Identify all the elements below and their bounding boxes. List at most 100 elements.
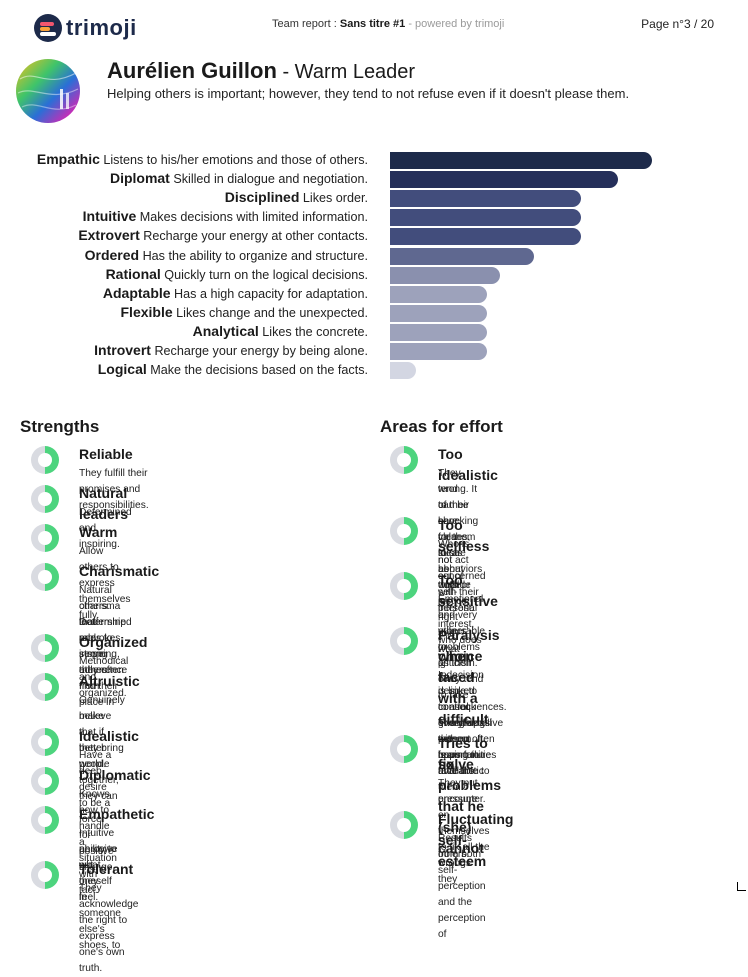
trait-bar — [390, 171, 618, 189]
trait-name: Extrovert — [78, 227, 140, 244]
score-donut-icon — [31, 485, 59, 513]
score-donut-icon — [31, 728, 59, 756]
item-description: leadership roles to serve others. — [79, 617, 127, 676]
score-donut-icon — [31, 446, 59, 474]
trait-bar — [390, 152, 652, 169]
trait-row: Logical Make the decisions based on the … — [0, 360, 748, 380]
report-title: Team report : Sans titre #1 - powered by… — [272, 18, 505, 30]
trait-row: Disciplined Likes order. — [0, 188, 748, 208]
trait-row: Ordered Has the ability to organize and … — [0, 246, 748, 265]
trait-bar — [390, 343, 487, 360]
item-title: Too idealistic — [438, 446, 498, 483]
trait-name: Intuitive — [82, 208, 137, 225]
trait-label: Rational Quickly turn on the logical dec… — [106, 266, 368, 282]
trait-description: Likes change and the unexpected. — [172, 305, 368, 320]
avatar — [16, 59, 80, 123]
item-description: Knows how to handle a situation with tac… — [79, 789, 117, 896]
item-description: wrong. It can be shocking for them to se… — [438, 484, 483, 591]
trait-name: Ordered — [84, 246, 140, 263]
item-description: on others' problems as their own. — [438, 610, 480, 685]
corner-mark — [737, 882, 746, 891]
trait-label: Flexible Likes change and the unexpected… — [121, 304, 369, 320]
trait-description: Likes order. — [299, 191, 368, 206]
trait-bar — [390, 247, 535, 265]
score-donut-icon — [390, 811, 418, 839]
item-description: Natural charisma that provokes strong ad… — [79, 585, 128, 692]
trait-bar — [390, 323, 487, 341]
item-description: others. Determined and inspiring, they o… — [79, 601, 132, 708]
item-title: Paralysis when faced with a difficult — [438, 627, 500, 727]
item-description: encounter. — [438, 794, 486, 805]
trait-name: Rational — [105, 265, 161, 282]
trait-label: Diplomat Skilled in dialogue and negotia… — [110, 170, 368, 186]
trait-name: Flexible — [120, 303, 173, 320]
trait-description: Quickly turn on the logical decisions. — [160, 267, 368, 282]
item-description: Genuinely believe that if they bring peo… — [79, 695, 125, 802]
score-donut-icon — [390, 735, 418, 763]
item-title: Tries to fix problems that he (she) cann… — [438, 735, 502, 856]
trait-bar — [390, 362, 417, 380]
trait-row: Rational Quickly turn on the logical dec… — [0, 265, 748, 284]
trait-description: Listens to his/her emotions and those of… — [99, 153, 368, 167]
item-description: Determined and inspiring. — [79, 507, 132, 550]
trait-name: Adaptable — [102, 284, 171, 301]
item-description: giving up all the opportunities availabl… — [438, 718, 497, 793]
item-description: Indecision is linked to a lack of self-e… — [438, 670, 484, 777]
score-donut-icon — [390, 572, 418, 600]
person-tagline: Helping others is important; however, th… — [107, 86, 630, 101]
trait-label: Introvert Recharge your energy by being … — [94, 342, 368, 358]
page-number: Page n°3 / 20 — [641, 17, 714, 31]
trait-name: Diplomat — [109, 170, 170, 187]
trait-row: Diplomat Skilled in dialogue and negotia… — [0, 169, 748, 189]
item-title: Diplomatic — [79, 767, 151, 783]
trimoji-logo: trimoji — [34, 14, 137, 42]
trait-name: Analytical — [192, 322, 259, 339]
trait-row: Adaptable Has a high capacity for adapta… — [0, 284, 748, 303]
item-description: not act out of self-interest. — [438, 555, 475, 614]
trait-bar — [390, 285, 487, 303]
item-description: desire to control everything without hav… — [438, 686, 486, 777]
item-title: solve — [438, 756, 474, 772]
item-description: consequences. The indecisive person ofte… — [438, 702, 507, 777]
item-description: They acknowledge the right to express on… — [79, 883, 139, 974]
item-title: Tolerant — [79, 861, 134, 877]
trait-label: Logical Make the decisions based on the … — [98, 361, 368, 377]
trait-row: Extrovert Recharge your energy at other … — [0, 226, 748, 246]
trait-description: Make the decisions based on the facts. — [146, 363, 368, 378]
score-donut-icon — [390, 627, 418, 655]
item-description: others. — [438, 849, 470, 860]
item-description: Allow others to express themselves fully… — [79, 546, 131, 621]
score-donut-icon — [31, 806, 59, 834]
item-title: Idealistic — [79, 728, 139, 744]
trait-bar — [390, 190, 582, 208]
item-title: Warm — [79, 524, 118, 540]
item-description: make a better world. — [79, 711, 107, 770]
item-description: Emotional and very vulnerable to critici… — [438, 594, 486, 701]
trait-bar — [390, 228, 582, 246]
trait-row: Analytical Likes the concrete. — [0, 322, 748, 341]
trait-description: Has a high capacity for adaptation. — [170, 286, 368, 301]
person-name: Aurélien Guillon — [107, 58, 277, 83]
trait-row: Introvert Recharge your energy by being … — [0, 341, 748, 360]
score-donut-icon — [31, 767, 59, 795]
item-title: Too selfless — [438, 517, 490, 554]
trait-label: Extrovert Recharge your energy at other … — [78, 227, 368, 243]
trait-label: Empathic Listens to his/her emotions and… — [37, 151, 368, 167]
trait-row: Empathic Listens to his/her emotions and… — [0, 150, 748, 169]
trait-label: Ordered Has the ability to organize and … — [85, 247, 368, 263]
strengths-title: Strengths — [20, 417, 100, 436]
item-description: of their core values, such as truth or j… — [438, 500, 471, 607]
score-donut-icon — [31, 634, 59, 662]
trait-name: Introvert — [94, 342, 151, 358]
trait-description: Likes the concrete. — [258, 324, 368, 339]
trait-name: Logical — [97, 361, 147, 378]
score-donut-icon — [31, 673, 59, 701]
item-description: They tend to have clear ideas about what… — [438, 468, 464, 671]
trait-description: Recharge your energy at other contacts. — [139, 229, 368, 244]
item-description: Who is not concerned with their personal… — [438, 539, 486, 646]
score-donut-icon — [390, 517, 418, 545]
trait-label: Adaptable Has a high capacity for adapta… — [103, 285, 368, 301]
item-title: Natural leaders — [79, 485, 129, 522]
trait-row: Flexible Likes change and the unexpected… — [0, 303, 748, 322]
trait-label: Disciplined Likes order. — [225, 189, 368, 205]
